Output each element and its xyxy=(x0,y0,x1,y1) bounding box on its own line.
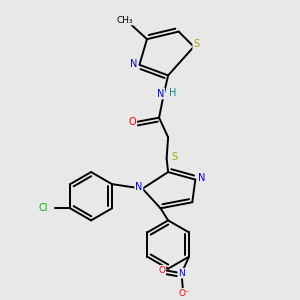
Text: O: O xyxy=(158,266,165,275)
Text: H: H xyxy=(169,88,176,98)
Text: Cl: Cl xyxy=(38,203,48,213)
Text: N: N xyxy=(135,182,142,192)
Text: N: N xyxy=(130,59,138,69)
Text: N: N xyxy=(198,173,205,183)
Text: N: N xyxy=(178,269,185,278)
Text: O: O xyxy=(129,117,136,127)
Text: CH₃: CH₃ xyxy=(116,16,133,25)
Text: N: N xyxy=(157,88,164,98)
Text: O⁻: O⁻ xyxy=(178,289,190,298)
Text: S: S xyxy=(171,152,177,162)
Text: S: S xyxy=(193,39,199,49)
